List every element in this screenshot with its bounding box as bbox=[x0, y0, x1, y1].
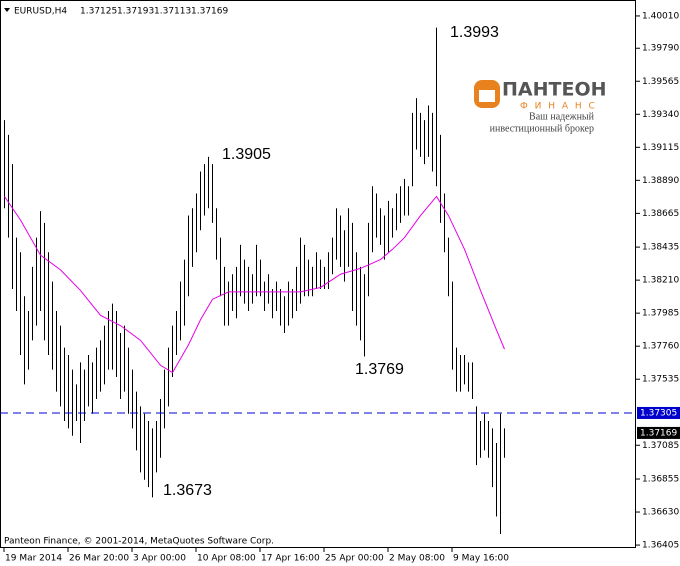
x-tick-label: 19 Mar 2014 bbox=[5, 554, 62, 564]
x-tick-label: 25 Apr 00:00 bbox=[325, 554, 384, 564]
y-tick-label: 1.38210 bbox=[642, 276, 679, 286]
header-price: 1.37113 bbox=[154, 7, 191, 17]
header-price: 1.37169 bbox=[191, 7, 228, 17]
x-tick-label: 9 May 16:00 bbox=[453, 554, 509, 564]
logo-brand: ПАНТЕОН bbox=[502, 79, 607, 101]
annotation: 1.3769 bbox=[355, 361, 404, 378]
copyright: Panteon Finance, © 2001-2014, MetaQuotes… bbox=[4, 537, 274, 547]
plot-frame bbox=[0, 0, 636, 548]
y-tick-label: 1.36630 bbox=[642, 508, 679, 518]
y-tick-label: 1.38890 bbox=[642, 176, 679, 186]
y-tick-label: 1.37085 bbox=[642, 441, 679, 451]
annotation: 1.3673 bbox=[163, 482, 212, 499]
header-price: 1.37125 bbox=[80, 7, 117, 17]
x-tick-label: 26 Mar 20:00 bbox=[69, 554, 129, 564]
last-price-label: 1.37169 bbox=[640, 428, 677, 438]
logo-line1: Ваш надежный bbox=[529, 111, 595, 122]
y-tick-label: 1.37535 bbox=[642, 375, 679, 385]
y-tick-label: 1.38665 bbox=[642, 209, 679, 219]
y-tick-label: 1.39790 bbox=[642, 44, 679, 54]
header-price: 1.37193 bbox=[117, 7, 154, 17]
logo-sub: Ф И Н А Н С bbox=[520, 102, 597, 112]
moving-average bbox=[4, 195, 505, 374]
x-tick-label: 2 May 08:00 bbox=[389, 554, 445, 564]
logo-columns bbox=[479, 90, 495, 102]
logo-line2: инвестиционный брокер bbox=[490, 123, 594, 134]
x-tick-label: 10 Apr 08:00 bbox=[197, 554, 256, 564]
y-tick-label: 1.39565 bbox=[642, 77, 679, 87]
y-tick-label: 1.37985 bbox=[642, 309, 679, 319]
y-tick-label: 1.38435 bbox=[642, 243, 679, 253]
price-level-box bbox=[637, 406, 680, 419]
x-tick-label: 17 Apr 16:00 bbox=[261, 554, 320, 564]
y-tick-label: 1.36855 bbox=[642, 475, 679, 485]
annotation: 1.3993 bbox=[450, 24, 499, 41]
y-tick-label: 1.37760 bbox=[642, 342, 679, 352]
x-tick-label: 3 Apr 00:00 bbox=[133, 554, 186, 564]
header-arrow bbox=[4, 8, 10, 12]
logo: ПАНТЕОН Ф И Н А Н С Ваш надежный инвести… bbox=[474, 79, 607, 134]
y-tick-label: 1.39340 bbox=[642, 110, 679, 120]
price-level-label: 1.37305 bbox=[640, 408, 677, 418]
y-tick-label: 1.40010 bbox=[642, 11, 679, 21]
y-tick-label: 1.39115 bbox=[642, 143, 679, 153]
y-tick-label: 1.36405 bbox=[642, 541, 679, 551]
symbol: EURUSD,H4 bbox=[14, 7, 67, 17]
last-price-box bbox=[637, 426, 680, 439]
annotation: 1.3905 bbox=[222, 146, 271, 163]
